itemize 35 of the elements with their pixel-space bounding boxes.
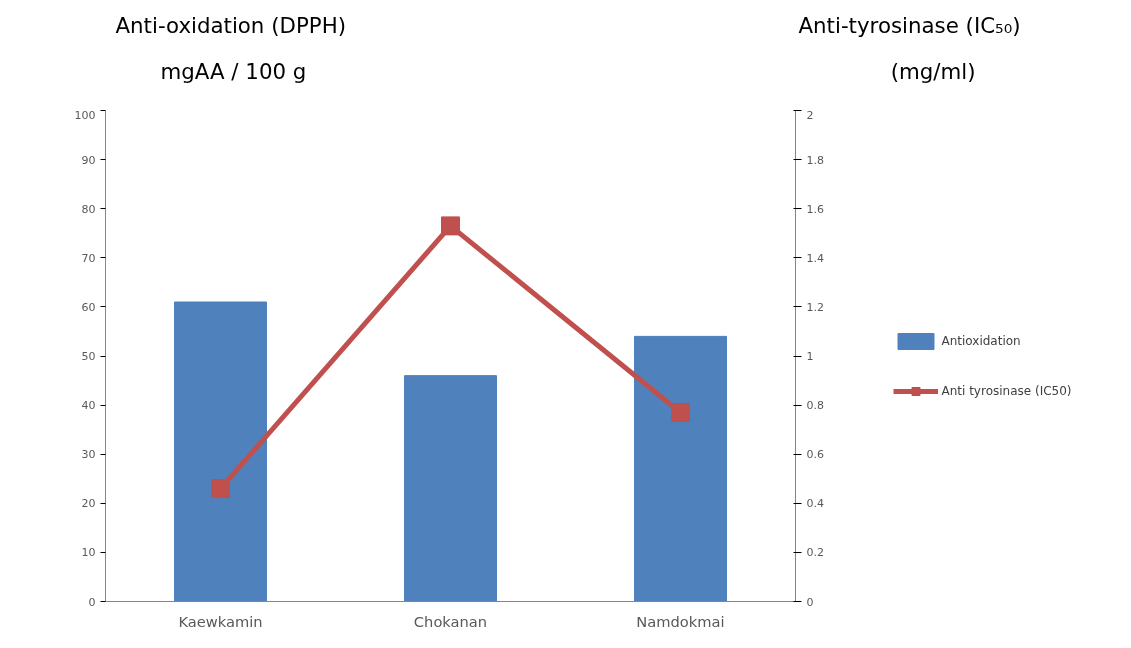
x-tick-label: Chokanan: [413, 612, 488, 630]
bar: [634, 335, 727, 602]
bar: [404, 375, 497, 602]
legend-label: Antioxidation: [941, 334, 1021, 348]
point: [211, 479, 230, 499]
y-tick-label: 50: [81, 350, 96, 363]
y2-tick-label: 1.8: [806, 153, 824, 167]
bar: [174, 301, 267, 602]
y2-tick-label: 0.2: [806, 546, 824, 560]
y2-tick-label: 0.8: [806, 399, 824, 413]
y2-axis-title: Anti-tyrosinase (IC₅₀) (mg/ml): [798, 12, 1021, 84]
y2-tick-label: 1.6: [806, 202, 824, 216]
y-tick-label: 10: [81, 546, 96, 560]
y2-tick-label: 2: [806, 108, 814, 122]
y2-tick-label: 1: [806, 350, 814, 363]
y2-tick-label: 0: [806, 595, 814, 609]
x-tick-label: Namdokmai: [636, 612, 725, 630]
point: [671, 402, 690, 422]
y-tick-label: 30: [81, 448, 96, 462]
x-tick-label: Kaewkamin: [178, 612, 263, 630]
y2-tick-label: 0.6: [806, 448, 824, 462]
y-tick-label: 70: [81, 251, 96, 265]
y-tick-label: 40: [81, 399, 96, 413]
y-axis-title: Anti-oxidation (DPPH) mgAA / 100 g: [115, 12, 346, 84]
legend-label: Anti tyrosinase (IC50): [941, 384, 1072, 398]
y2-tick-label: 1.2: [806, 300, 824, 314]
y-tick-label: 80: [81, 202, 96, 216]
y-tick-label: 100: [74, 108, 96, 122]
y-tick-label: 90: [81, 153, 96, 167]
y-tick-label: 60: [81, 300, 96, 314]
y2-tick-label: 0.4: [806, 497, 824, 511]
y-tick-label: 0: [88, 595, 96, 609]
point: [441, 216, 460, 236]
y2-tick-label: 1.4: [806, 251, 824, 265]
y-tick-label: 20: [81, 497, 96, 511]
